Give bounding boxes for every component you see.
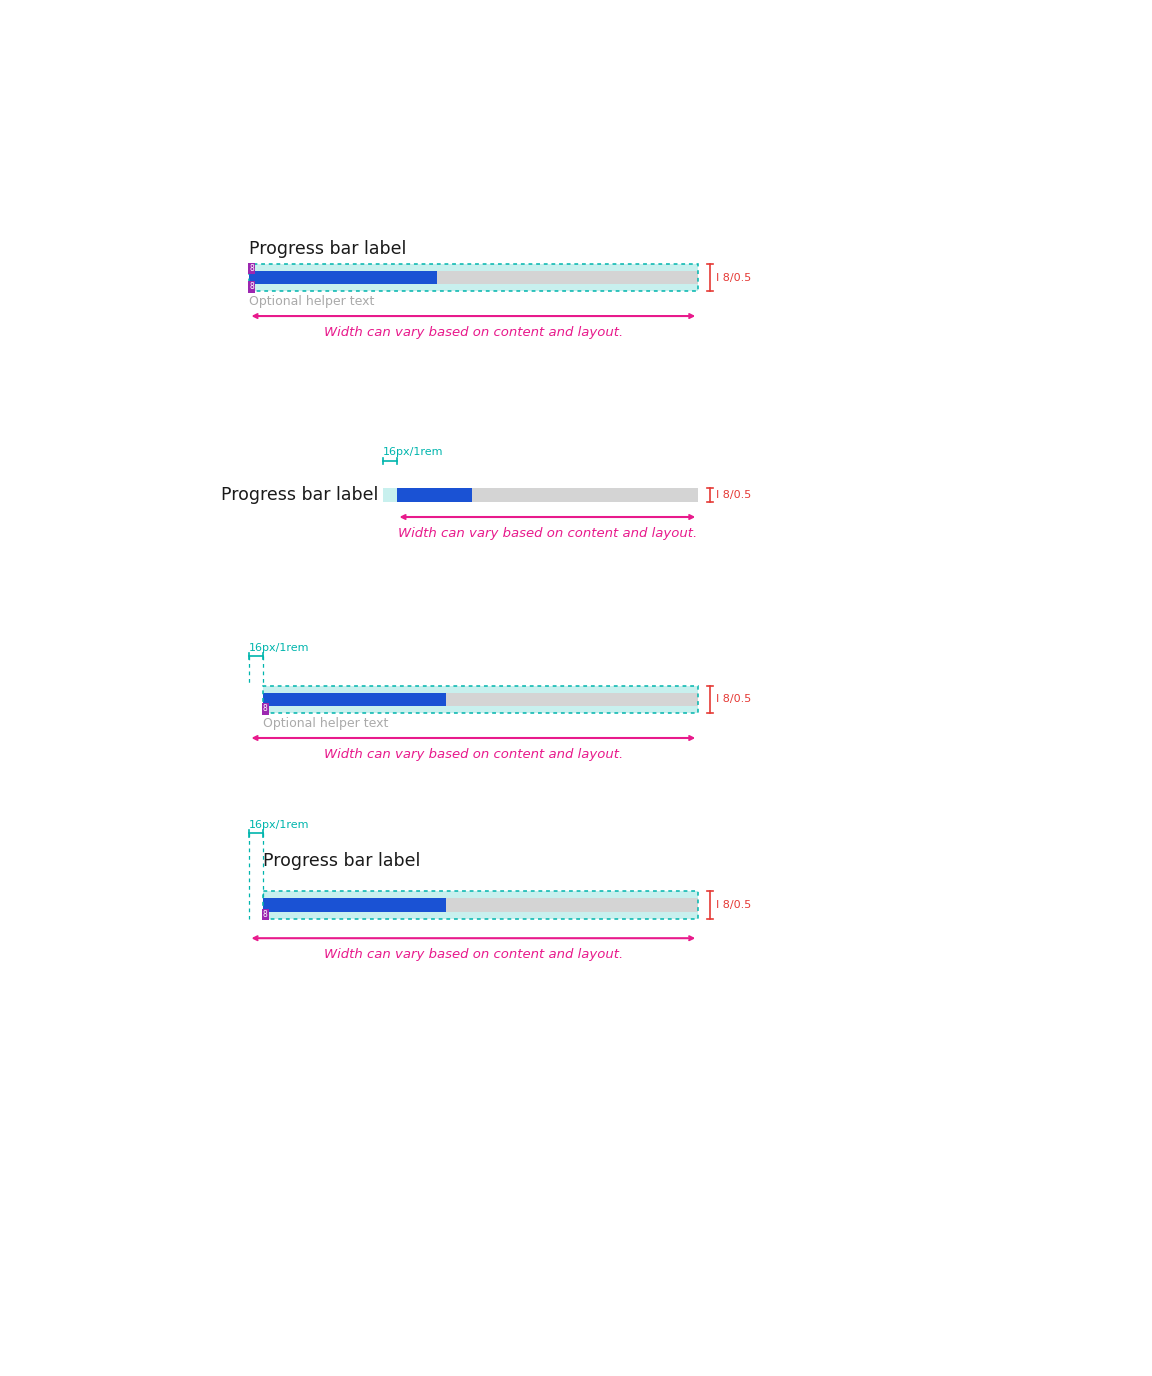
Text: I 8/0.5: I 8/0.5: [715, 272, 751, 282]
Bar: [396, 487, 698, 502]
Bar: [263, 692, 446, 706]
Bar: [263, 685, 698, 713]
Text: 16px/1rem: 16px/1rem: [382, 447, 444, 457]
Text: Progress bar label: Progress bar label: [263, 852, 420, 870]
Text: Width can vary based on content and layout.: Width can vary based on content and layo…: [324, 948, 623, 962]
Text: I 8/0.5: I 8/0.5: [715, 490, 751, 499]
Text: Progress bar label: Progress bar label: [249, 241, 406, 259]
Bar: [382, 487, 396, 502]
Text: Width can vary based on content and layout.: Width can vary based on content and layo…: [324, 326, 623, 338]
Text: 8: 8: [249, 282, 253, 292]
Bar: [263, 685, 698, 713]
Text: 8: 8: [263, 910, 267, 919]
Text: Optional helper text: Optional helper text: [263, 717, 388, 731]
Text: Progress bar label: Progress bar label: [221, 486, 379, 504]
Text: Width can vary based on content and layout.: Width can vary based on content and layo…: [324, 749, 623, 761]
Text: 16px/1rem: 16px/1rem: [249, 643, 309, 652]
Text: 8: 8: [263, 705, 267, 713]
Bar: [263, 899, 698, 912]
Text: 8: 8: [249, 264, 253, 272]
Bar: [249, 264, 698, 292]
Text: Width can vary based on content and layout.: Width can vary based on content and layo…: [397, 527, 697, 539]
Bar: [249, 271, 698, 285]
Bar: [249, 271, 438, 285]
Text: I 8/0.5: I 8/0.5: [715, 900, 751, 910]
Bar: [263, 892, 698, 919]
Bar: [396, 487, 472, 502]
Text: Optional helper text: Optional helper text: [249, 296, 374, 308]
Text: I 8/0.5: I 8/0.5: [715, 695, 751, 705]
Bar: [249, 264, 698, 292]
Text: 16px/1rem: 16px/1rem: [249, 820, 309, 830]
Bar: [263, 899, 446, 912]
Bar: [263, 892, 698, 919]
Bar: [263, 692, 698, 706]
